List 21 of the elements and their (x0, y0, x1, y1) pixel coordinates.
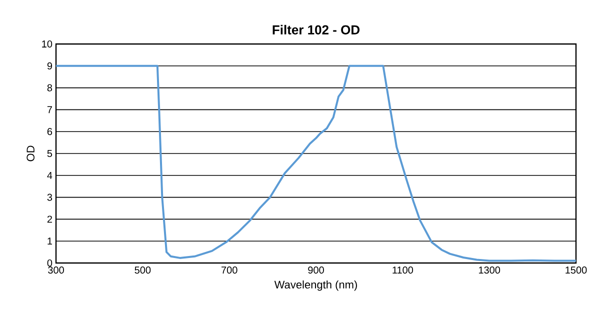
chart-title: Filter 102 - OD (272, 24, 360, 34)
y-tick-label: 4 (47, 172, 52, 179)
y-tick-label: 8 (47, 84, 52, 92)
y-tick-label: 6 (47, 128, 52, 136)
x-tick-label: 700 (222, 266, 238, 274)
x-tick-label: 1100 (392, 266, 414, 274)
x-tick-label: 1500 (566, 266, 587, 274)
x-axis-title: Wavelength (nm) (274, 280, 357, 291)
y-tick-label: 1 (48, 238, 52, 245)
y-tick-label: 9 (47, 62, 52, 70)
x-tick-label: 500 (134, 266, 151, 274)
y-tick-label: 2 (47, 216, 52, 223)
y-tick-label: 10 (42, 40, 52, 48)
y-tick-label: 0 (47, 259, 52, 267)
y-tick-label: 7 (47, 106, 52, 114)
x-tick-label: 900 (308, 266, 324, 274)
y-axis-title: OD (26, 146, 34, 162)
y-tick-label: 3 (47, 194, 52, 201)
x-tick-label: 1300 (478, 266, 500, 274)
x-tick-label: 300 (48, 266, 64, 274)
y-tick-label: 5 (47, 150, 52, 157)
